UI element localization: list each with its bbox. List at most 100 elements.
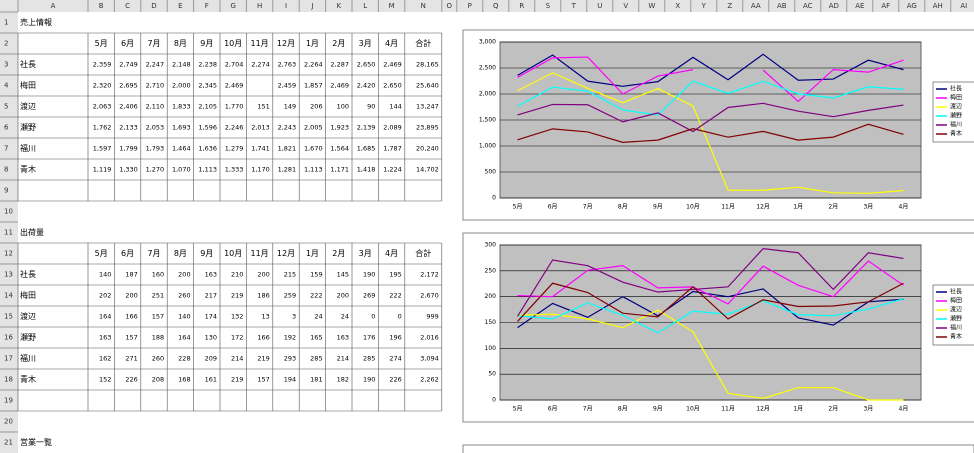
row-number: 13 [4,271,13,279]
row-name: 青木 [20,374,36,384]
cell-value: 163 [337,334,349,342]
cell-value: 152 [99,376,111,384]
column-letter: AI [960,2,967,10]
cell-value: 2,089 [383,124,402,132]
column-heading: 7月 [147,249,160,258]
column-heading: 9月 [200,249,213,258]
column-letter: J [310,2,313,10]
cell-value: 2,749 [119,61,138,69]
cell-value: 2,264 [304,61,323,69]
cell-value: 228 [178,355,190,363]
cell-value: 1,787 [383,145,402,153]
legend-label: 瀬野 [950,112,962,120]
cell-value: 209 [205,355,217,363]
cell-value: 100 [337,103,349,111]
sheet-title: 営業一覧 [20,437,52,447]
column-heading: 7月 [147,39,160,48]
cell-value: 166 [125,313,137,321]
cell-value: 1,070 [172,166,191,174]
cell-value: 165 [310,334,322,342]
x-tick-label: 1月 [793,406,803,413]
cell-value: 219 [231,292,243,300]
cell-value: 214 [231,355,243,363]
cell-value: 2,133 [119,124,138,132]
x-tick-label: 1月 [793,204,803,211]
cell-value: 2,139 [357,124,376,132]
column-heading: 12月 [277,249,295,258]
cell-value: 1,685 [357,145,376,153]
row-name: 福川 [20,354,36,363]
x-tick-label: 9月 [653,204,663,211]
cell-value: 14,702 [416,166,439,174]
cell-value: 0 [371,313,375,321]
series-line [517,123,904,143]
legend-label: 社長 [950,288,962,296]
chart-3-frame [462,444,974,453]
row-name: 梅田 [20,290,36,300]
cell-value: 210 [231,271,243,279]
column-letter: AA [751,2,761,10]
row-number: 8 [4,166,8,174]
series-line [517,56,694,95]
column-heading: 10月 [224,39,242,48]
y-tick-label: 2,000 [479,91,496,98]
column-letter: AC [803,2,813,10]
row-name: 社長 [20,59,36,69]
x-tick-label: 6月 [548,406,558,413]
cell-value: 2,650 [357,61,376,69]
cell-value: 2,000 [172,82,191,90]
y-tick-label: 1,000 [479,143,496,150]
cell-value: 182 [337,376,349,384]
column-heading: 8月 [174,39,187,48]
cell-value: 161 [205,376,217,384]
x-tick-label: 11月 [721,204,735,211]
y-tick-label: 100 [485,345,497,352]
cell-value: 217 [205,292,217,300]
x-tick-label: 12月 [756,406,770,413]
cell-value: 1,770 [225,103,244,111]
row-number: 12 [4,250,13,258]
row-name: 青木 [20,164,36,174]
cell-value: 163 [205,271,217,279]
row-number: 15 [4,313,13,321]
series-line [762,59,904,103]
y-tick-label: 0 [492,195,496,202]
cell-value: 2,406 [119,103,138,111]
cell-value: 194 [284,376,296,384]
series-line [517,298,904,334]
column-heading: 10月 [224,249,242,258]
cell-value: 1,279 [225,145,244,153]
column-letter: Z [727,2,732,10]
row-name: 渡辺 [20,101,36,111]
cell-value: 1,418 [357,166,376,174]
column-heading: 8月 [174,249,187,258]
cell-value: 188 [152,334,164,342]
cell-value: 190 [363,376,375,384]
row-number: 11 [4,229,13,237]
cell-value: 140 [99,271,111,279]
cell-value: 3,094 [420,355,439,363]
cell-value: 2,262 [420,376,439,384]
row-number: 17 [4,355,13,363]
cell-value: 163 [99,334,111,342]
cell-value: 2,420 [357,82,376,90]
row-number: 6 [4,124,9,132]
series-line [517,282,904,322]
x-tick-label: 4月 [899,204,909,211]
cell-value: 164 [178,334,190,342]
legend-label: 社長 [950,85,962,93]
cell-value: 222 [389,292,401,300]
legend-label: 福川 [950,121,962,129]
legend-box [932,81,974,143]
row-number: 9 [4,187,8,195]
row-name: 瀬野 [20,332,36,342]
column-letter: A [51,2,56,10]
cell-value: 1,762 [93,124,112,132]
column-letter: K [337,2,342,10]
cell-value: 202 [99,292,111,300]
cell-value: 2,695 [119,82,138,90]
cell-value: 157 [152,313,164,321]
column-heading: 合計 [415,248,431,258]
cell-value: 1,923 [330,124,349,132]
